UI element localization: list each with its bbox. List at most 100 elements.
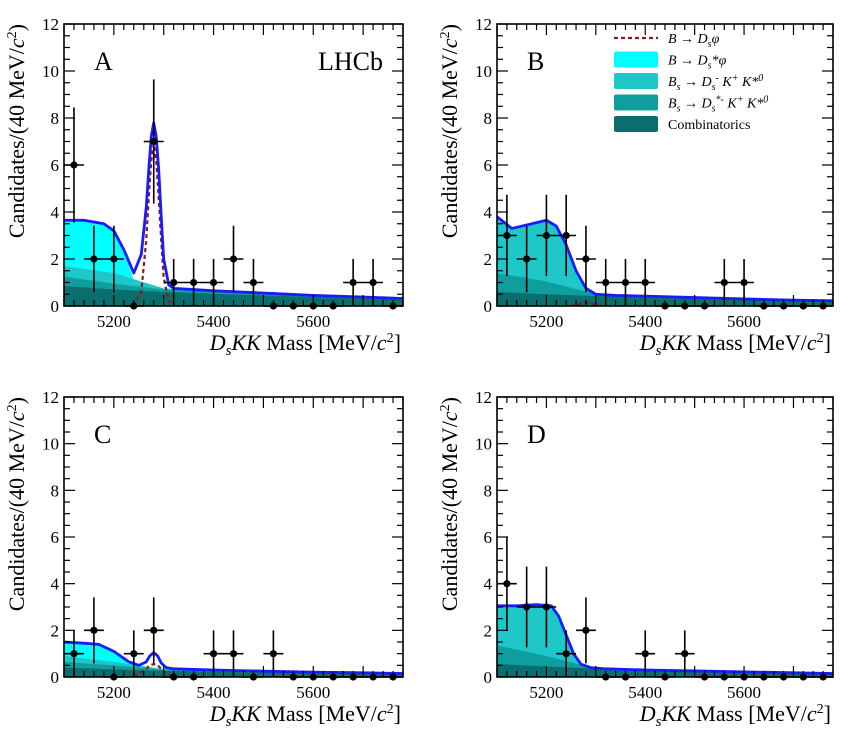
data-point <box>143 597 164 664</box>
data-point <box>263 630 284 677</box>
legend-entry: Combinatorics <box>668 118 750 133</box>
data-marker <box>190 278 198 287</box>
y-tick-label: 2 <box>51 250 60 269</box>
data-point <box>595 259 616 306</box>
data-marker <box>641 278 649 287</box>
plot-area <box>64 121 403 306</box>
x-tick-label: 5400 <box>628 683 662 702</box>
plot-area <box>497 215 833 306</box>
data-marker <box>150 137 158 146</box>
x-tick-label: 5200 <box>529 683 563 702</box>
data-point <box>536 566 557 648</box>
total-fit-line <box>497 603 833 675</box>
panel-label: A <box>94 47 113 76</box>
data-marker <box>542 231 551 240</box>
data-point <box>343 259 364 306</box>
data-point <box>556 194 577 277</box>
data-marker <box>209 650 218 658</box>
x-tick-label: 5600 <box>727 312 761 331</box>
x-axis-title: DsKK Mass [MeV/c2] <box>209 330 401 359</box>
data-marker <box>150 626 158 634</box>
data-point <box>363 259 384 306</box>
y-tick-label: 12 <box>475 388 492 407</box>
data-marker <box>523 603 531 611</box>
data-point <box>163 259 184 306</box>
y-tick-label: 8 <box>484 109 493 128</box>
y-axis-title: Candidates/(40 MeV/c2) <box>437 397 462 611</box>
data-marker <box>720 278 728 287</box>
y-axis-title: Candidates/(40 MeV/c2) <box>437 24 462 238</box>
data-point <box>143 79 164 204</box>
y-tick-label: 0 <box>51 297 60 316</box>
data-point <box>123 630 144 677</box>
y-axis-title: Candidates/(40 MeV/c2) <box>4 397 29 611</box>
y-tick-label: 4 <box>51 203 60 222</box>
x-axis-title: DsKK Mass [MeV/c2] <box>209 701 401 730</box>
y-tick-label: 10 <box>42 62 59 81</box>
data-marker <box>582 255 590 263</box>
data-marker <box>249 278 258 287</box>
legend-entry: Bs → Ds*- K+ K*0 <box>668 95 768 115</box>
data-point <box>516 225 537 293</box>
y-tick-label: 4 <box>484 203 493 222</box>
legend-entry: B → Ds*φ <box>668 54 727 72</box>
y-tick-label: 8 <box>484 481 493 500</box>
x-tick-label: 5600 <box>296 312 330 331</box>
total-fit-line <box>64 640 403 675</box>
panel-label: D <box>527 420 546 449</box>
signal-dashed-line <box>133 663 175 677</box>
plot-area <box>497 603 833 677</box>
data-point <box>243 259 264 306</box>
y-tick-label: 2 <box>484 621 493 640</box>
x-tick-label: 5600 <box>727 683 761 702</box>
y-tick-label: 2 <box>51 621 60 640</box>
y-tick-label: 6 <box>484 528 493 547</box>
data-marker <box>229 650 238 658</box>
data-marker <box>602 278 610 287</box>
y-tick-label: 10 <box>42 435 59 454</box>
data-marker <box>369 278 377 287</box>
data-point <box>714 259 735 306</box>
data-marker <box>90 626 98 634</box>
data-marker <box>130 650 138 658</box>
y-tick-label: 0 <box>484 668 493 687</box>
data-marker <box>542 603 551 611</box>
x-tick-label: 5200 <box>97 312 131 331</box>
legend-entry: Bs → Ds- K+ K*0 <box>668 73 763 93</box>
data-point <box>83 225 104 293</box>
y-tick-label: 0 <box>51 668 60 687</box>
component-fill-combinatorics <box>64 286 403 306</box>
y-tick-label: 4 <box>51 575 60 594</box>
data-point <box>576 597 596 664</box>
data-point <box>83 597 104 664</box>
x-tick-label: 5200 <box>97 683 131 702</box>
component-fill-b-s-d-s-k-k- <box>497 216 833 306</box>
y-tick-label: 0 <box>484 297 493 316</box>
y-tick-label: 6 <box>51 528 60 547</box>
legend-swatch <box>614 51 658 68</box>
data-marker <box>90 255 98 263</box>
panel-label: C <box>94 420 111 449</box>
panel-label: B <box>527 47 544 76</box>
data-marker <box>582 626 590 634</box>
data-marker <box>349 278 357 287</box>
data-point <box>223 225 244 293</box>
data-point <box>556 630 577 677</box>
legend-entry: B → Dsφ <box>668 32 720 50</box>
x-tick-label: 5400 <box>197 683 231 702</box>
y-tick-label: 8 <box>51 481 60 500</box>
data-marker <box>229 255 238 263</box>
y-tick-label: 2 <box>484 250 493 269</box>
data-marker <box>170 278 178 287</box>
data-point <box>183 259 204 306</box>
x-tick-label: 5200 <box>529 312 563 331</box>
x-tick-label: 5400 <box>628 312 662 331</box>
x-tick-label: 5600 <box>296 683 330 702</box>
total-fit-line <box>64 121 403 300</box>
data-marker <box>641 650 649 658</box>
data-point <box>536 194 557 277</box>
data-point <box>674 630 695 677</box>
